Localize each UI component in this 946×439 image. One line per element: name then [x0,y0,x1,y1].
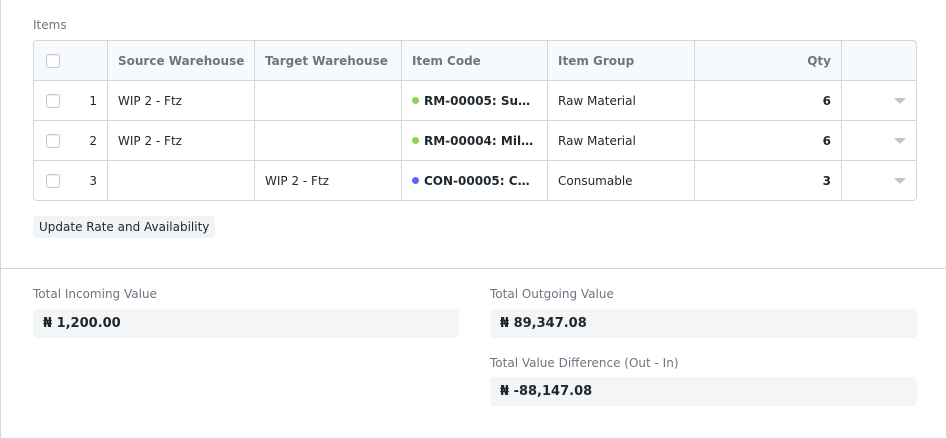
section-divider [1,268,946,269]
row-index: 3 [89,173,97,188]
update-rate-availability-button[interactable]: Update Rate and Availability [33,216,216,238]
status-dot-icon [412,177,419,184]
total-incoming-label: Total Incoming Value [33,287,157,301]
header-item-group[interactable]: Item Group [547,41,694,80]
row-index: 1 [89,93,97,108]
row-actions-cell [841,81,916,120]
total-outgoing-label: Total Outgoing Value [490,287,614,301]
header-qty[interactable]: Qty [694,41,841,80]
row-actions-cell [841,161,916,200]
item-code-text: CON-00005: Cake [424,173,537,188]
row-checkbox[interactable] [46,173,60,188]
target-warehouse-cell[interactable]: WIP 2 - Ftz [254,161,401,200]
total-incoming-value: ₦ 1,200.00 [33,309,459,338]
item-code-cell[interactable]: RM-00004: Milk M... [401,121,547,160]
source-warehouse-cell[interactable]: WIP 2 - Ftz [107,81,254,120]
caret-down-icon[interactable] [894,97,906,104]
total-outgoing-value: ₦ 89,347.08 [490,309,917,338]
header-item-code[interactable]: Item Code [401,41,547,80]
item-group-cell[interactable]: Raw Material [547,81,694,120]
row-select-cell: 3 [34,161,107,200]
items-grid: Source Warehouse Target Warehouse Item C… [33,40,917,201]
grid-header-row: Source Warehouse Target Warehouse Item C… [34,41,916,80]
select-all-checkbox[interactable] [46,53,60,68]
row-index: 2 [89,133,97,148]
status-dot-icon [412,97,419,104]
caret-down-icon[interactable] [894,137,906,144]
item-group-cell[interactable]: Consumable [547,161,694,200]
target-warehouse-cell[interactable] [254,121,401,160]
item-code-text: RM-00004: Milk M... [424,133,537,148]
header-select-cell [34,41,107,80]
header-source-warehouse[interactable]: Source Warehouse [107,41,254,80]
source-warehouse-cell[interactable] [107,161,254,200]
item-code-text: RM-00005: Sugar ... [424,93,537,108]
header-actions-cell [841,41,916,80]
row-actions-cell [841,121,916,160]
row-select-cell: 2 [34,121,107,160]
table-row[interactable]: 2 WIP 2 - Ftz RM-00004: Milk M... Raw Ma… [34,120,916,160]
row-checkbox[interactable] [46,93,60,108]
total-difference-label: Total Value Difference (Out - In) [490,356,679,370]
qty-cell[interactable]: 6 [694,121,841,160]
total-difference-value: ₦ -88,147.08 [490,377,917,406]
item-code-cell[interactable]: RM-00005: Sugar ... [401,81,547,120]
row-select-cell: 1 [34,81,107,120]
table-row[interactable]: 3 WIP 2 - Ftz CON-00005: Cake Consumable… [34,160,916,200]
target-warehouse-cell[interactable] [254,81,401,120]
table-row[interactable]: 1 WIP 2 - Ftz RM-00005: Sugar ... Raw Ma… [34,80,916,120]
caret-down-icon[interactable] [894,177,906,184]
section-title: Items [33,18,67,32]
status-dot-icon [412,137,419,144]
qty-cell[interactable]: 3 [694,161,841,200]
qty-cell[interactable]: 6 [694,81,841,120]
header-target-warehouse[interactable]: Target Warehouse [254,41,401,80]
item-group-cell[interactable]: Raw Material [547,121,694,160]
item-code-cell[interactable]: CON-00005: Cake [401,161,547,200]
row-checkbox[interactable] [46,133,60,148]
source-warehouse-cell[interactable]: WIP 2 - Ftz [107,121,254,160]
